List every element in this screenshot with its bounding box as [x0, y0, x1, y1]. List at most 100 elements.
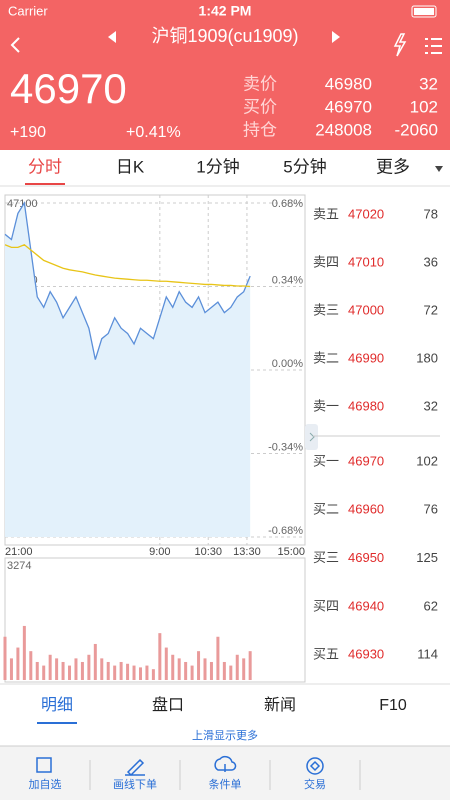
volume-bar — [29, 651, 33, 680]
book-label: 卖三 — [313, 302, 339, 317]
bottom-tab[interactable]: 明细 — [41, 696, 73, 714]
book-price: 47010 — [348, 254, 384, 269]
book-qty: 72 — [424, 302, 438, 317]
volume-bar — [235, 654, 239, 680]
bottom-tab[interactable]: F10 — [379, 697, 407, 714]
quote-value: 46980 — [325, 74, 372, 93]
x-tick-label: 13:30 — [233, 546, 261, 558]
change-pct: +0.41% — [126, 124, 181, 141]
volume-bar — [216, 636, 220, 680]
volume-bar — [3, 636, 7, 680]
volume-bar — [48, 654, 52, 680]
volume-bar — [197, 651, 201, 680]
volume-bar — [113, 665, 117, 680]
header-bg — [0, 0, 450, 150]
volume-bar — [87, 654, 91, 680]
volume-frame — [4, 557, 306, 683]
back-button[interactable] — [10, 37, 20, 53]
tab-bar — [0, 150, 450, 186]
book-label: 卖五 — [313, 206, 339, 221]
book-price: 46960 — [348, 502, 384, 517]
tab[interactable]: 1分钟 — [196, 157, 239, 176]
quote-label: 持仓 — [243, 120, 277, 139]
hint: 上滑显示更多 — [192, 728, 258, 742]
volume-bar — [80, 661, 84, 680]
collapse-tab[interactable] — [305, 424, 318, 450]
tab[interactable]: 5分钟 — [283, 157, 326, 176]
y-tick-label: 47100 — [7, 198, 38, 210]
more-arrow[interactable] — [435, 166, 443, 172]
volume-bar — [151, 669, 155, 680]
book-qty: 114 — [417, 647, 438, 662]
volume-bar — [177, 658, 181, 680]
volume-bar — [190, 665, 194, 680]
quote-qty: 32 — [419, 74, 438, 93]
volume-bar — [68, 665, 72, 680]
volume-bar — [119, 661, 123, 680]
x-tick-label: 9:00 — [149, 546, 170, 558]
tab-underline — [25, 183, 65, 185]
volume-bar — [100, 658, 104, 680]
book-label: 买二 — [313, 502, 339, 517]
book-price: 46970 — [348, 453, 384, 468]
book-qty: 180 — [416, 350, 438, 365]
volume-bar — [145, 665, 149, 680]
bottom-tab[interactable]: 盘口 — [152, 695, 184, 714]
tab[interactable]: 更多 — [376, 157, 410, 176]
volume-bar — [74, 658, 78, 680]
icon-draw — [125, 758, 145, 777]
book-price: 47000 — [348, 302, 384, 317]
toolbar-item[interactable]: 加自选 — [29, 778, 62, 791]
tab[interactable]: 分时 — [28, 157, 62, 176]
menu-button[interactable] — [425, 38, 442, 54]
book-price: 46990 — [348, 350, 384, 365]
bottom-tab[interactable]: 新闻 — [264, 696, 296, 714]
volume-bar — [9, 658, 13, 680]
volume-bar — [229, 665, 233, 680]
tabs: 分时 日K 1分钟 5分钟 更多 — [25, 157, 410, 185]
toolbar: 加自选 画线下单 条件单 交易 — [29, 760, 361, 791]
y2-tick-label: 0.00% — [272, 358, 303, 370]
volume-bar — [248, 651, 252, 680]
book-qty: 78 — [424, 206, 438, 221]
battery-level — [414, 8, 434, 15]
quote-value: 248008 — [315, 120, 372, 139]
volume-tick-label: 3274 — [7, 560, 31, 572]
book-qty: 76 — [424, 502, 438, 517]
next-button[interactable] — [332, 31, 340, 43]
quote-label: 买价 — [243, 97, 277, 116]
book-label: 卖四 — [313, 254, 339, 269]
order-book: 卖五 47020 78 卖四 47010 36 卖三 47000 72 卖二 46990 180 卖一 4… — [313, 206, 438, 661]
book-label: 买四 — [313, 598, 339, 613]
average-line — [4, 244, 251, 288]
y2-tick-label: -0.68% — [268, 525, 303, 537]
tab[interactable]: 日K — [116, 157, 145, 176]
volume-bar — [93, 643, 97, 680]
flash-button[interactable] — [393, 33, 407, 57]
volume-bar — [106, 661, 110, 680]
price-area — [5, 203, 251, 537]
volume-bar — [171, 654, 175, 680]
icon-trade — [306, 757, 324, 775]
quote-qty: 102 — [410, 97, 438, 116]
y2-tick-label: 0.68% — [272, 198, 303, 210]
icon-condition — [214, 755, 237, 772]
book-price: 46980 — [348, 398, 384, 413]
volume-bar — [209, 661, 213, 680]
book-price: 46940 — [348, 598, 384, 613]
toolbar-item[interactable]: 交易 — [304, 777, 326, 791]
x-tick-label: 15:00 — [277, 546, 305, 558]
title: 沪铜1909(cu1909) — [151, 26, 298, 46]
volume-bar — [126, 663, 130, 680]
toolbar-item[interactable]: 条件单 — [209, 777, 242, 791]
clock: 1:42 PM — [199, 3, 252, 19]
prev-button[interactable] — [108, 31, 116, 43]
volume-bar — [184, 661, 188, 680]
volume-bar — [55, 658, 59, 680]
book-price: 46930 — [348, 647, 384, 662]
toolbar-item[interactable]: 画线下单 — [113, 777, 157, 791]
book-label: 买一 — [313, 453, 339, 468]
book-qty: 36 — [424, 254, 438, 269]
book-qty: 62 — [424, 598, 438, 613]
last-price: 46970 — [10, 65, 127, 112]
